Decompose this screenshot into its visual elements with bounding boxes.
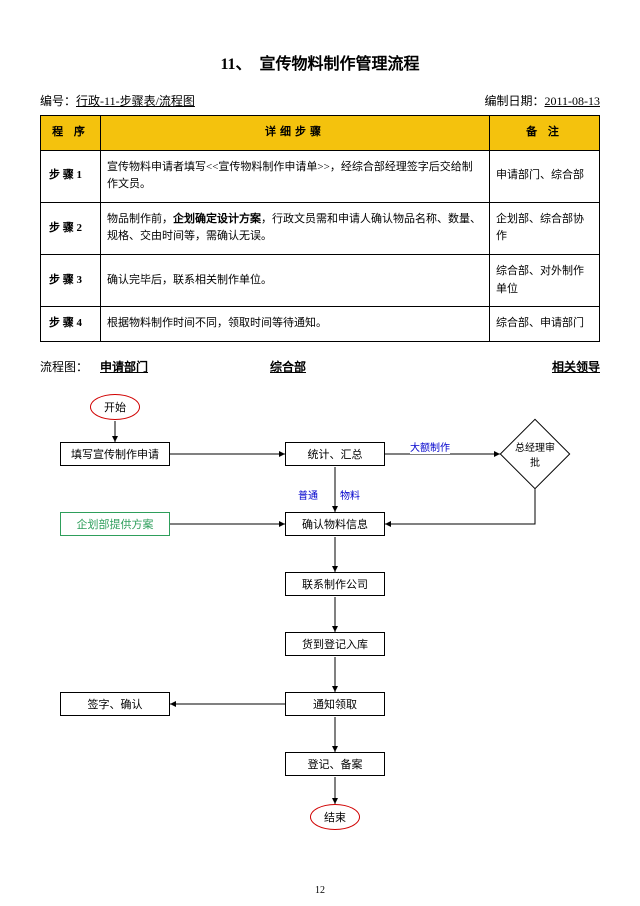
cell-step: 步 骤 2 bbox=[41, 202, 101, 254]
cell-step: 步 骤 4 bbox=[41, 307, 101, 342]
meta-right-value: 2011-08-13 bbox=[544, 94, 600, 108]
node-end: 结束 bbox=[310, 804, 360, 830]
meta-left-value: 行政-11-步骤表/流程图 bbox=[76, 94, 195, 108]
th-detail: 详细步骤 bbox=[101, 116, 490, 151]
steps-table: 程 序 详细步骤 备 注 步 骤 1 宣传物料申请者填写<<宣传物料制作申请单>… bbox=[40, 115, 600, 342]
table-row: 步 骤 2 物品制作前，企划确定设计方案，行政文员需和申请人确认物品名称、数量、… bbox=[41, 202, 600, 254]
node-confirm: 确认物料信息 bbox=[285, 512, 385, 536]
node-stat: 统计、汇总 bbox=[285, 442, 385, 466]
meta-row: 编号：行政-11-步骤表/流程图 编制日期：2011-08-13 bbox=[40, 92, 600, 109]
th-note: 备 注 bbox=[490, 116, 600, 151]
cell-detail: 确认完毕后，联系相关制作单位。 bbox=[101, 254, 490, 306]
cell-detail: 根据物料制作时间不同，领取时间等待通知。 bbox=[101, 307, 490, 342]
edge-big: 大额制作 bbox=[410, 439, 450, 454]
node-contact: 联系制作公司 bbox=[285, 572, 385, 596]
cell-note: 企划部、综合部协作 bbox=[490, 202, 600, 254]
node-sign: 签字、确认 bbox=[60, 692, 170, 716]
meta-right-label: 编制日期： bbox=[484, 94, 544, 108]
node-plan-label: 企划部提供方案 bbox=[77, 516, 154, 532]
table-row: 步 骤 1 宣传物料申请者填写<<宣传物料制作申请单>>，经综合部经理签字后交给… bbox=[41, 150, 600, 202]
node-approve: 总经理审批 bbox=[500, 418, 571, 489]
node-arrive: 货到登记入库 bbox=[285, 632, 385, 656]
meta-right: 编制日期：2011-08-13 bbox=[484, 92, 600, 109]
cell-detail: 物品制作前，企划确定设计方案，行政文员需和申请人确认物品名称、数量、规格、交由时… bbox=[101, 202, 490, 254]
edge-normal: 普通 bbox=[298, 487, 318, 502]
lane-apply: 申请部门 bbox=[100, 358, 270, 375]
cell-detail: 宣传物料申请者填写<<宣传物料制作申请单>>，经综合部经理签字后交给制作文员。 bbox=[101, 150, 490, 202]
meta-left: 编号：行政-11-步骤表/流程图 bbox=[40, 92, 195, 109]
meta-left-label: 编号： bbox=[40, 94, 76, 108]
table-row: 步 骤 3 确认完毕后，联系相关制作单位。 综合部、对外制作单位 bbox=[41, 254, 600, 306]
doc-title: 11、 宣传物料制作管理流程 bbox=[40, 50, 600, 74]
node-approve-label: 总经理审批 bbox=[511, 439, 559, 469]
flow-section-label: 流程图： bbox=[40, 358, 100, 375]
node-fill-app: 填写宣传制作申请 bbox=[60, 442, 170, 466]
cell-note: 申请部门、综合部 bbox=[490, 150, 600, 202]
cell-step: 步 骤 1 bbox=[41, 150, 101, 202]
flowchart: 开始 填写宣传制作申请 统计、汇总 总经理审批 企划部提供方案 确认物料信息 联… bbox=[40, 379, 600, 859]
node-plan: 企划部提供方案 bbox=[60, 512, 170, 536]
flow-lane-header: 流程图： 申请部门 综合部 相关领导 bbox=[40, 358, 600, 375]
node-notify: 通知领取 bbox=[285, 692, 385, 716]
page-number: 12 bbox=[0, 885, 640, 896]
node-start: 开始 bbox=[90, 394, 140, 420]
cell-note: 综合部、对外制作单位 bbox=[490, 254, 600, 306]
lane-general: 综合部 bbox=[270, 358, 470, 375]
table-row: 步 骤 4 根据物料制作时间不同，领取时间等待通知。 综合部、申请部门 bbox=[41, 307, 600, 342]
edge-material: 物料 bbox=[340, 487, 360, 502]
th-proc: 程 序 bbox=[41, 116, 101, 151]
cell-note: 综合部、申请部门 bbox=[490, 307, 600, 342]
node-register: 登记、备案 bbox=[285, 752, 385, 776]
cell-step: 步 骤 3 bbox=[41, 254, 101, 306]
lane-leader: 相关领导 bbox=[470, 358, 600, 375]
